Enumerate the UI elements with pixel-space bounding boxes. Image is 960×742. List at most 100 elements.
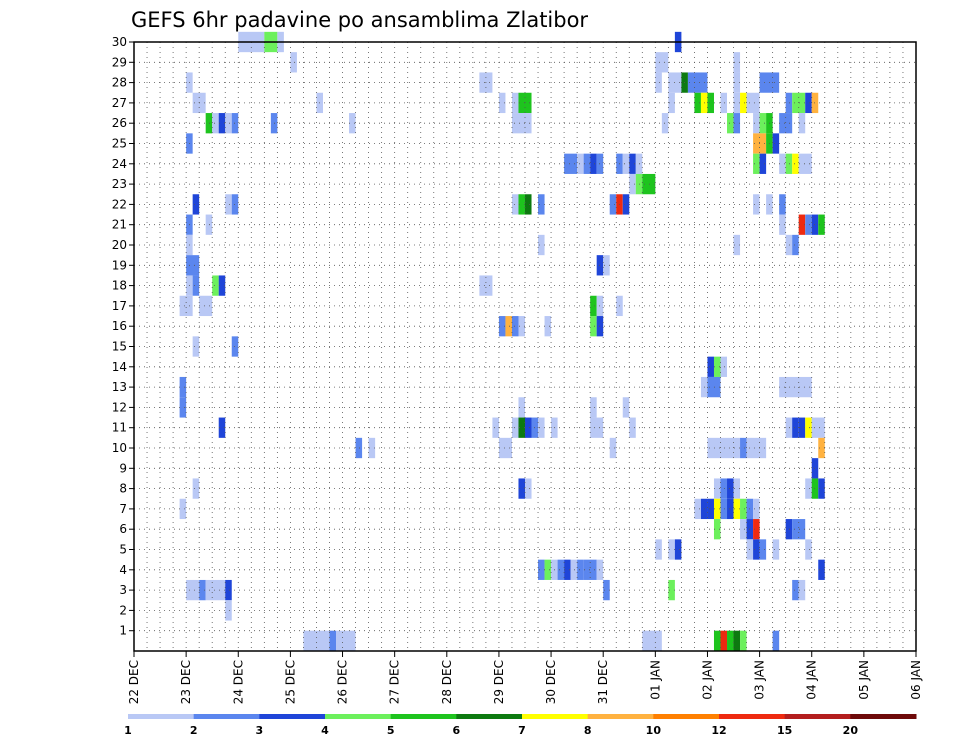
heatmap-cell (603, 255, 610, 276)
x-tick-label: 28 DEC (440, 660, 454, 704)
heatmap-cell (811, 417, 825, 438)
y-tick-label: 15 (112, 340, 127, 354)
heatmap-cell (570, 559, 578, 580)
heatmap-cell (779, 113, 793, 134)
heatmap-cell (694, 498, 701, 520)
heatmap-cell (779, 153, 786, 174)
heatmap-cell (792, 417, 799, 438)
heatmap-cell (192, 336, 200, 357)
heatmap-cell (713, 498, 721, 520)
heatmap-cell (753, 153, 760, 174)
heatmap-cell (349, 113, 356, 134)
heatmap-cell (525, 478, 532, 499)
heatmap-cells (179, 31, 825, 651)
heatmap-cell (518, 316, 525, 337)
heatmap-cell (336, 630, 356, 651)
heatmap-cell (818, 214, 825, 235)
colorbar: 1 2 3 4 5 6 7 8 10 12 15 20 (124, 714, 917, 737)
heatmap-cell (687, 72, 708, 93)
y-tick-label: 8 (119, 482, 127, 496)
colorbar-swatch (653, 714, 720, 719)
colorbar-label: 3 (256, 724, 264, 737)
colorbar-swatch (850, 714, 917, 719)
heatmap-cell (713, 519, 721, 540)
heatmap-cell (192, 194, 200, 215)
colorbar-label: 1 (124, 724, 132, 737)
colorbar-label: 2 (190, 724, 198, 737)
heatmap-cell (746, 92, 760, 114)
heatmap-cell (590, 153, 597, 174)
y-tick-label: 11 (112, 421, 127, 435)
heatmap-cell (577, 153, 584, 174)
colorbar-swatch (128, 714, 195, 719)
heatmap-cell (192, 478, 200, 499)
x-tick-label: 23 DEC (179, 660, 193, 704)
heatmap-cell (720, 92, 728, 114)
heatmap-cell (186, 255, 200, 276)
y-tick-label: 30 (112, 35, 127, 49)
heatmap-cell (733, 630, 741, 651)
heatmap-cell (733, 72, 741, 93)
colorbar-label: 20 (843, 724, 859, 737)
heatmap-cell (727, 630, 734, 651)
heatmap-cell (785, 153, 793, 174)
colorbar-swatch (259, 714, 326, 719)
heatmap-cell (577, 559, 584, 580)
heatmap-cell (779, 376, 812, 398)
x-tick-label: 26 DEC (336, 660, 350, 704)
y-tick-label: 14 (112, 360, 127, 374)
heatmap-cell (818, 478, 825, 499)
y-tick-label: 21 (112, 218, 127, 232)
heatmap-cell (199, 295, 213, 317)
heatmap-cell (538, 194, 545, 215)
heatmap-cell (225, 113, 232, 134)
heatmap-cell (231, 113, 239, 134)
heatmap-cell (720, 478, 728, 499)
heatmap-cell (753, 519, 760, 540)
heatmap-cell (785, 92, 793, 114)
heatmap-cell (557, 559, 565, 580)
heatmap-cell (694, 92, 701, 114)
heatmap-cell (655, 539, 662, 560)
heatmap-cell (733, 234, 741, 256)
heatmap-cell (629, 173, 636, 195)
heatmap-cell (772, 539, 780, 560)
colorbar-label: 6 (453, 724, 461, 737)
y-tick-label: 3 (119, 583, 127, 597)
colorbar-swatch (193, 714, 260, 719)
heatmap-cell (186, 579, 200, 601)
x-tick-label: 03 JAN (753, 660, 767, 700)
y-tick-label: 1 (119, 624, 127, 638)
heatmap-cell (622, 153, 630, 174)
heatmap-cell (505, 316, 512, 337)
heatmap-cell (798, 417, 806, 438)
heatmap-cell (290, 52, 297, 73)
heatmap-cell (590, 316, 597, 337)
heatmap-cell (518, 417, 525, 438)
heatmap-cell (179, 498, 187, 520)
heatmap-cell (818, 437, 825, 459)
chart-title: GEFS 6hr padavine po ansamblima Zlatibor (131, 8, 588, 32)
y-tick-label: 19 (112, 258, 127, 272)
x-tick-label: 29 DEC (492, 660, 506, 704)
heatmap-cell (805, 539, 812, 560)
heatmap-cell (303, 630, 330, 651)
x-tick-label: 31 DEC (596, 660, 610, 704)
heatmap-cell (622, 194, 630, 215)
heatmap-cell (205, 113, 213, 134)
x-tick-label: 30 DEC (544, 660, 558, 704)
y-tick-label: 26 (112, 116, 127, 130)
heatmap-cell (779, 214, 786, 235)
x-tick-label: 27 DEC (388, 660, 402, 704)
y-tick-label: 23 (112, 177, 127, 191)
heatmap-cell (818, 559, 825, 580)
colorbar-label: 12 (711, 724, 726, 737)
heatmap-cell (707, 437, 741, 459)
heatmap-cell (538, 417, 545, 438)
heatmap-cell (518, 397, 525, 418)
heatmap-cell (179, 397, 187, 418)
heatmap-cell (479, 275, 493, 296)
heatmap-cell (792, 579, 799, 601)
heatmap-cell (720, 356, 728, 377)
y-tick-label: 7 (119, 502, 127, 516)
